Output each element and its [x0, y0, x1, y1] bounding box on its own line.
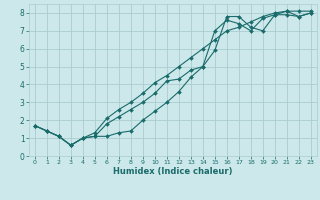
- X-axis label: Humidex (Indice chaleur): Humidex (Indice chaleur): [113, 167, 233, 176]
